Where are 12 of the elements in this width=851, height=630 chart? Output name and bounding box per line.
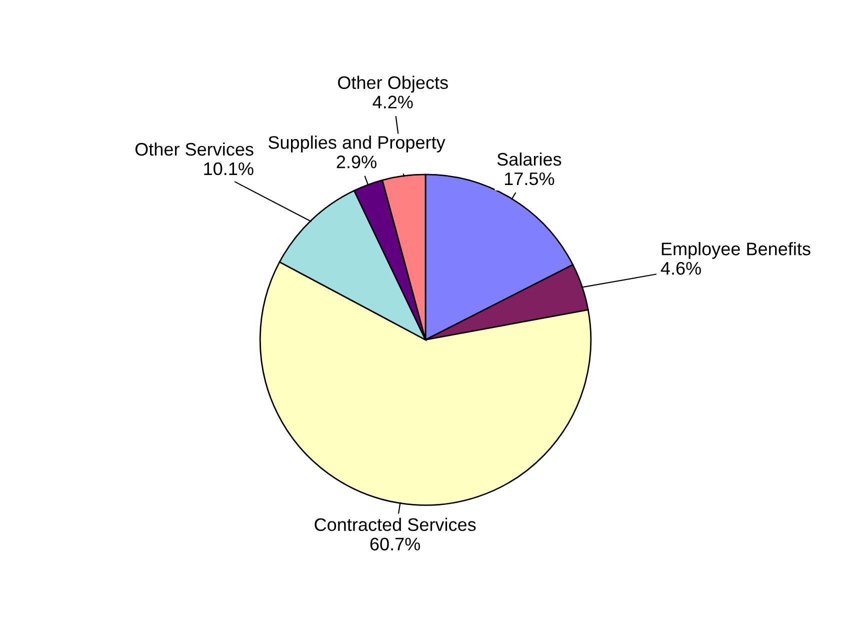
slice-label: Employee Benefits — [662, 242, 810, 259]
data-label: 17.5% — [504, 172, 554, 186]
data-label: 60.7% — [370, 538, 420, 550]
data-label: 2.9% — [336, 156, 376, 168]
data-label: 4.6% — [660, 262, 701, 275]
slice-label: Supplies and Property — [268, 136, 446, 152]
slice-label: Salaries — [497, 152, 562, 166]
data-label: 10.1% — [204, 162, 254, 176]
data-label: 4.2% — [372, 96, 413, 108]
slice-label: Other Objects — [338, 76, 448, 93]
slice-label: Contracted Services — [314, 518, 476, 532]
slice-label: Other Services — [135, 142, 254, 156]
